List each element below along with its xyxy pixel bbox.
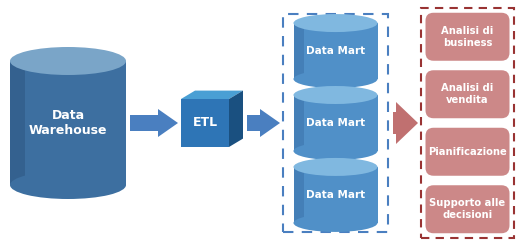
Text: Pianificazione: Pianificazione <box>428 147 507 157</box>
Text: Data Mart: Data Mart <box>306 118 365 128</box>
Ellipse shape <box>293 14 378 32</box>
Text: ETL: ETL <box>192 117 217 129</box>
Polygon shape <box>293 167 304 223</box>
Polygon shape <box>293 95 378 151</box>
Text: Analisi di
business: Analisi di business <box>441 26 493 47</box>
Text: Analisi di
vendita: Analisi di vendita <box>441 83 493 105</box>
Polygon shape <box>181 91 243 99</box>
Text: Data Mart: Data Mart <box>306 190 365 200</box>
Text: Data
Warehouse: Data Warehouse <box>29 109 107 137</box>
Text: Data Mart: Data Mart <box>306 46 365 56</box>
FancyBboxPatch shape <box>425 70 510 118</box>
Polygon shape <box>247 109 280 137</box>
Polygon shape <box>293 23 378 79</box>
Text: Supporto alle
decisioni: Supporto alle decisioni <box>430 199 505 220</box>
FancyBboxPatch shape <box>425 13 510 61</box>
Polygon shape <box>10 61 24 185</box>
Polygon shape <box>181 99 229 147</box>
Polygon shape <box>393 102 418 144</box>
FancyBboxPatch shape <box>425 185 510 233</box>
Ellipse shape <box>293 70 378 88</box>
Polygon shape <box>293 23 304 79</box>
Polygon shape <box>10 61 126 185</box>
Ellipse shape <box>293 158 378 176</box>
Polygon shape <box>130 109 178 137</box>
Ellipse shape <box>293 86 378 104</box>
FancyBboxPatch shape <box>425 128 510 176</box>
Ellipse shape <box>10 47 126 75</box>
Ellipse shape <box>293 142 378 160</box>
Polygon shape <box>293 95 304 151</box>
Ellipse shape <box>10 171 126 199</box>
Polygon shape <box>229 91 243 147</box>
Ellipse shape <box>293 214 378 232</box>
Polygon shape <box>293 167 378 223</box>
